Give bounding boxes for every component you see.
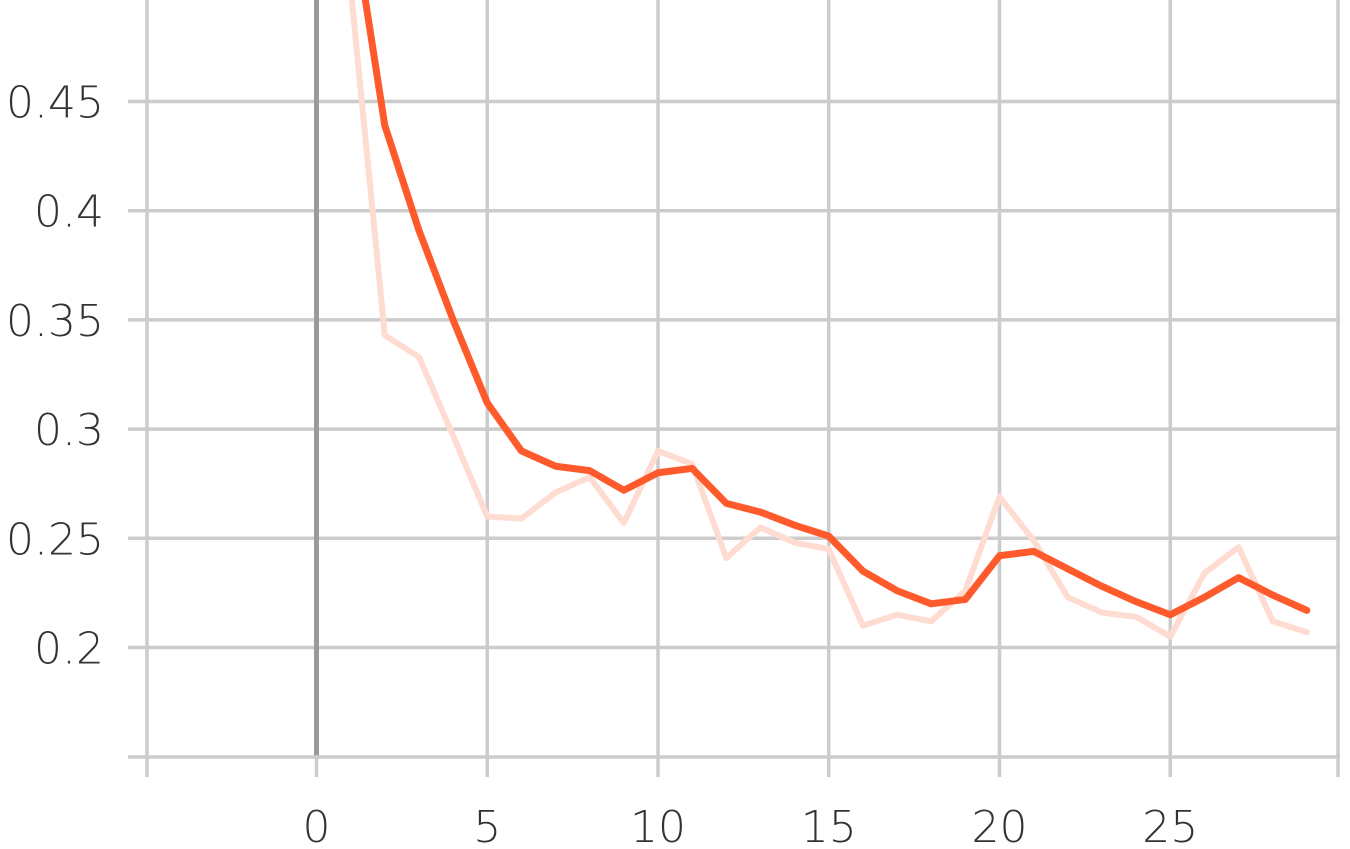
series — [348, 0, 1311, 640]
series-line-raw — [348, 0, 1310, 640]
x-tick-label: 5 — [473, 802, 501, 849]
x-tick-label: 0 — [303, 802, 331, 849]
y-tick-label: 0.45 — [6, 78, 104, 129]
y-tick-label: 0.2 — [34, 624, 104, 675]
y-tick-label: 0.35 — [6, 296, 104, 347]
x-tick-label: 15 — [801, 802, 857, 849]
y-tick-label: 0.3 — [34, 405, 104, 456]
axes — [128, 0, 1340, 777]
series-line-smoothed — [361, 0, 1311, 619]
tick-labels: 0.2 0.25 0.3 0.35 0.4 0.45 0 5 10 15 20 25 — [6, 78, 1198, 849]
x-tick-label: 10 — [630, 802, 686, 849]
y-tick-label: 0.25 — [6, 514, 104, 565]
y-tick-label: 0.4 — [34, 187, 104, 238]
x-tick-label: 25 — [1142, 802, 1198, 849]
x-tick-label: 20 — [972, 802, 1028, 849]
grid — [128, 0, 1340, 757]
